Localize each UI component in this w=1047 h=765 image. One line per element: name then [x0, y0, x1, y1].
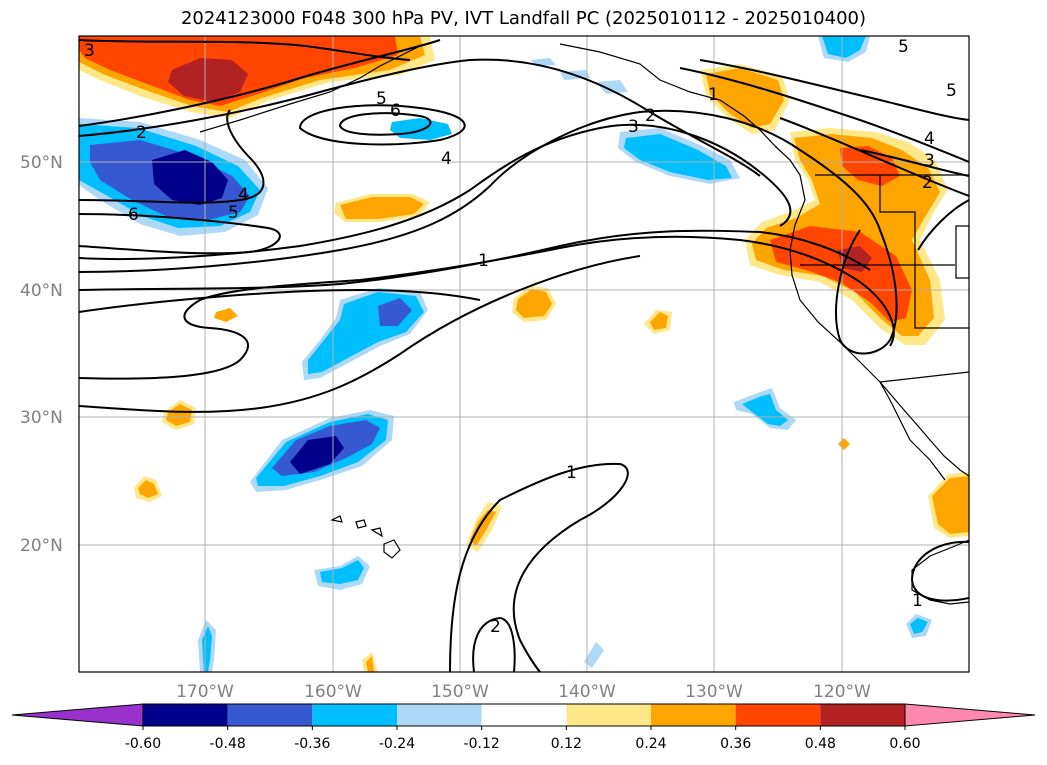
colorbar-segment — [820, 704, 905, 726]
contour-label: 2 — [922, 173, 933, 193]
lon-label: 120°W — [813, 682, 871, 702]
colorbar-tick-label: 0.36 — [720, 736, 751, 752]
contour-label: 4 — [924, 129, 935, 149]
contour-label: 1 — [912, 591, 923, 611]
contour-label: 2 — [645, 106, 656, 126]
lat-label: 30°N — [20, 408, 63, 428]
colorbar-segment — [312, 704, 397, 726]
contour-label: 4 — [238, 185, 249, 205]
longitude-labels: 170°W 160°W 150°W 140°W 130°W 120°W — [176, 682, 871, 702]
graticule — [79, 36, 969, 672]
contour-label: 3 — [924, 151, 935, 171]
coastlines — [199, 43, 969, 605]
contour-label: 4 — [441, 149, 452, 169]
lon-label: 150°W — [431, 682, 489, 702]
lon-label: 130°W — [685, 682, 743, 702]
lat-label: 20°N — [20, 536, 63, 556]
colorbar-tick-label: -0.12 — [464, 736, 500, 752]
colorbar-tick-label: 0.48 — [805, 736, 836, 752]
contour-label: 2 — [490, 617, 501, 637]
colorbar-tick-label: -0.60 — [125, 736, 161, 752]
colorbar-tick-label: -0.48 — [210, 736, 246, 752]
colorbar-tick-label: 0.24 — [635, 736, 666, 752]
colorbar-segment — [397, 704, 482, 726]
contour-label: 3 — [84, 41, 95, 61]
colorbar-segment — [735, 704, 821, 726]
map-frame — [78, 35, 970, 673]
contour-label: 1 — [566, 463, 577, 483]
map-title: 2024123000 F048 300 hPa PV, IVT Landfall… — [180, 8, 867, 29]
lat-label: 50°N — [20, 153, 63, 173]
contour-label: 2 — [136, 123, 147, 143]
colorbar-tick-label: 0.12 — [551, 736, 582, 752]
colorbar-extend-max — [904, 703, 1036, 727]
lon-label: 170°W — [176, 682, 234, 702]
map-content: 3 2 5 6 4 6 5 4 1 2 3 1 4 3 2 5 5 1 2 1 — [79, 36, 969, 672]
contour-label: 5 — [946, 81, 957, 101]
colorbar-segment — [566, 704, 651, 726]
colorbar-tick-label: -0.36 — [294, 736, 330, 752]
contour-label: 3 — [628, 117, 639, 137]
pv-contours — [79, 39, 969, 672]
lat-label: 40°N — [20, 281, 63, 301]
colorbar-frame — [142, 703, 906, 727]
contour-labels: 3 2 5 6 4 6 5 4 1 2 3 1 4 3 2 5 5 1 2 1 — [84, 37, 957, 637]
contour-label: 1 — [478, 251, 489, 271]
contour-label: 5 — [898, 37, 909, 57]
contour-label: 6 — [390, 101, 401, 121]
lon-label: 140°W — [558, 682, 616, 702]
lon-label: 160°W — [304, 682, 362, 702]
colorbar: -0.60 -0.48 -0.36 -0.24 -0.12 0.12 0.24 0.36 0.4… — [11, 703, 1036, 752]
colorbar-tick-label: 0.60 — [889, 736, 920, 752]
contour-label: 5 — [376, 89, 387, 109]
colorbar-tick-label: -0.24 — [379, 736, 415, 752]
contour-label: 5 — [228, 203, 239, 223]
colorbar-segment — [651, 704, 736, 726]
contour-label: 6 — [128, 205, 139, 225]
colorbar-segment — [227, 704, 313, 726]
colorbar-extend-min — [11, 703, 144, 727]
colorbar-segment — [481, 704, 567, 726]
contour-label: 1 — [708, 85, 719, 105]
colorbar-segment — [143, 704, 228, 726]
latitude-labels: 50°N 40°N 30°N 20°N — [20, 153, 63, 556]
